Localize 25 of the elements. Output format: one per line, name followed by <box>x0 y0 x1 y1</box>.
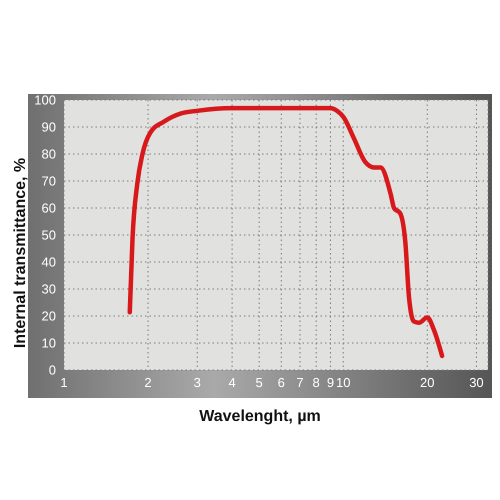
x-tick-label: 4 <box>228 375 236 390</box>
x-tick-label: 10 <box>336 375 350 390</box>
y-tick-label: 60 <box>42 200 56 216</box>
y-tick-label: 70 <box>42 174 56 189</box>
x-axis-title: Wavelenght, µm <box>198 408 322 426</box>
x-tick-label: 20 <box>420 375 435 390</box>
y-axis-title: Internal transmittance, % <box>12 158 30 348</box>
x-tick-label: 5 <box>256 375 263 390</box>
x-tick-label: 30 <box>469 375 484 390</box>
x-tick-label: 3 <box>194 375 201 390</box>
y-tick-label: 90 <box>42 120 56 135</box>
y-tick-label: 30 <box>42 282 56 297</box>
x-tick-label: 2 <box>144 375 152 390</box>
x-tick-label: 9 <box>326 375 334 390</box>
x-tick-label: 6 <box>278 375 285 390</box>
y-tick-label: 10 <box>42 336 56 351</box>
y-tick-label: 100 <box>34 92 56 108</box>
y-tick-label: 20 <box>42 308 56 324</box>
y-tick-label: 80 <box>42 146 56 162</box>
y-tick-label: 0 <box>48 362 56 378</box>
x-tick-label: 1 <box>60 375 68 390</box>
y-tick-label: 50 <box>42 228 56 243</box>
y-tick-label: 40 <box>42 254 56 270</box>
x-tick-label: 8 <box>312 375 320 390</box>
x-tick-label: 7 <box>296 375 304 390</box>
